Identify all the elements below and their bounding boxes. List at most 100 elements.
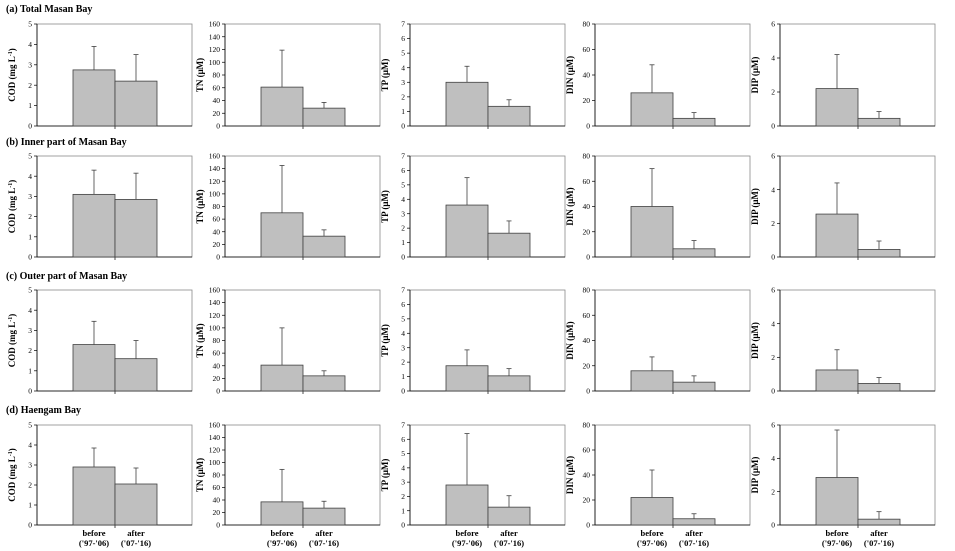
y-tick-label: 80 bbox=[213, 336, 221, 345]
chart-r1-c3: 0 20 40 60 80 DIN (μM) bbox=[565, 152, 751, 262]
y-tick-label: 120 bbox=[209, 446, 221, 455]
chart-r1-c0: 0 1 2 3 4 5 COD (mg L-1) bbox=[7, 152, 193, 262]
y-tick-label: 40 bbox=[583, 71, 591, 80]
y-tick-label: 2 bbox=[771, 353, 775, 362]
bar-before bbox=[260, 86, 304, 127]
y-tick-label: 5 bbox=[28, 421, 32, 430]
bar-before bbox=[72, 69, 116, 127]
y-tick-label: 80 bbox=[213, 71, 221, 80]
y-tick-label: 140 bbox=[209, 433, 221, 442]
x-tick-label-period: ('97-'06) bbox=[452, 538, 482, 548]
x-tick-label-period: ('07-'16) bbox=[494, 538, 524, 548]
panel-title: (d) Haengam Bay bbox=[6, 405, 81, 416]
chart-r3-c3: 0 20 40 60 80 DIN (μM) before('97-'06) after('0… bbox=[565, 421, 751, 548]
y-tick-label: 160 bbox=[209, 286, 221, 295]
bar-after bbox=[857, 383, 901, 392]
x-tick-label-before: before bbox=[83, 528, 106, 538]
y-axis-label: DIP (μM) bbox=[750, 188, 760, 225]
chart-r2-c3: 0 20 40 60 80 DIN (μM) bbox=[565, 286, 751, 396]
x-tick-label-period: ('07-'16) bbox=[121, 538, 151, 548]
x-tick-label-period: ('97-'06) bbox=[822, 538, 852, 548]
y-tick-label: 60 bbox=[583, 446, 591, 455]
y-tick-label: 5 bbox=[28, 286, 32, 295]
x-tick-label-after: after bbox=[500, 528, 518, 538]
x-tick-label-before: before bbox=[456, 528, 479, 538]
y-tick-label: 1 bbox=[28, 366, 32, 375]
y-tick-label: 140 bbox=[209, 164, 221, 173]
y-axis-label: COD (mg L-1) bbox=[7, 314, 17, 368]
y-tick-label: 7 bbox=[401, 152, 405, 161]
y-tick-label: 4 bbox=[401, 195, 405, 204]
y-tick-label: 2 bbox=[771, 88, 775, 97]
y-tick-label: 2 bbox=[401, 492, 405, 501]
y-tick-label: 4 bbox=[28, 306, 32, 315]
y-tick-label: 0 bbox=[28, 521, 32, 530]
y-tick-label: 4 bbox=[771, 319, 775, 328]
chart-r3-c1: 0 20 40 60 80 100 120 140 160 TN (μM) before('97-'… bbox=[195, 421, 381, 548]
y-tick-label: 6 bbox=[401, 435, 405, 444]
bar-after bbox=[487, 506, 531, 526]
y-tick-label: 0 bbox=[28, 122, 32, 131]
bar-after bbox=[857, 249, 901, 258]
bar-after bbox=[302, 107, 346, 127]
y-tick-label: 2 bbox=[28, 212, 32, 221]
bar-before bbox=[630, 92, 674, 127]
y-tick-label: 120 bbox=[209, 45, 221, 54]
bar-after bbox=[487, 375, 531, 392]
y-tick-label: 7 bbox=[401, 20, 405, 29]
y-tick-label: 4 bbox=[401, 463, 405, 472]
x-tick-label-period: ('97-'06) bbox=[637, 538, 667, 548]
bar-before bbox=[445, 365, 489, 392]
y-tick-label: 0 bbox=[401, 387, 405, 396]
y-axis-label: DIN (μM) bbox=[565, 321, 575, 359]
y-tick-label: 6 bbox=[401, 300, 405, 309]
y-tick-label: 80 bbox=[213, 471, 221, 480]
chart-r0-c2: 0 1 2 3 4 5 6 7 TP (μM) bbox=[380, 20, 566, 131]
y-tick-label: 1 bbox=[401, 506, 405, 515]
x-tick-label-before: before bbox=[271, 528, 294, 538]
bar-after bbox=[114, 80, 158, 127]
bar-before bbox=[72, 193, 116, 258]
y-tick-label: 3 bbox=[401, 478, 405, 487]
y-axis-label: DIP (μM) bbox=[750, 322, 760, 359]
y-tick-label: 1 bbox=[28, 501, 32, 510]
panel-title: (a) Total Masan Bay bbox=[6, 4, 92, 15]
y-tick-label: 40 bbox=[213, 96, 221, 105]
y-tick-label: 7 bbox=[401, 421, 405, 430]
y-tick-label: 40 bbox=[583, 202, 591, 211]
y-tick-label: 4 bbox=[28, 40, 32, 49]
y-tick-label: 0 bbox=[586, 521, 590, 530]
y-axis-label: COD (mg L-1) bbox=[7, 180, 17, 234]
chart-r2-c4: 0 2 4 6 DIP (μM) bbox=[750, 286, 936, 396]
y-axis-label: DIP (μM) bbox=[750, 57, 760, 94]
bar-before bbox=[630, 370, 674, 392]
y-tick-label: 2 bbox=[401, 224, 405, 233]
y-tick-label: 140 bbox=[209, 298, 221, 307]
bar-after bbox=[672, 381, 716, 392]
bar-after bbox=[302, 235, 346, 258]
y-axis-label: DIP (μM) bbox=[750, 457, 760, 494]
y-tick-label: 40 bbox=[213, 496, 221, 505]
y-tick-label: 60 bbox=[583, 45, 591, 54]
y-tick-label: 0 bbox=[771, 253, 775, 262]
y-tick-label: 60 bbox=[583, 177, 591, 186]
y-tick-label: 0 bbox=[216, 521, 220, 530]
bar-before bbox=[815, 213, 859, 258]
y-tick-label: 2 bbox=[771, 219, 775, 228]
y-tick-label: 40 bbox=[583, 471, 591, 480]
y-tick-label: 6 bbox=[771, 20, 775, 29]
y-axis-label: TN (μM) bbox=[195, 189, 205, 223]
y-tick-label: 100 bbox=[209, 323, 221, 332]
y-tick-label: 20 bbox=[583, 96, 591, 105]
y-tick-label: 60 bbox=[213, 349, 221, 358]
y-tick-label: 1 bbox=[401, 238, 405, 247]
y-tick-label: 7 bbox=[401, 286, 405, 295]
y-tick-label: 40 bbox=[583, 336, 591, 345]
y-tick-label: 0 bbox=[401, 122, 405, 131]
bar-before bbox=[815, 369, 859, 392]
chart-r1-c2: 0 1 2 3 4 5 6 7 TP (μM) bbox=[380, 152, 566, 262]
bar-before bbox=[630, 497, 674, 526]
y-tick-label: 3 bbox=[28, 192, 32, 201]
y-axis-label: TN (μM) bbox=[195, 323, 205, 357]
bar-before bbox=[630, 206, 674, 258]
